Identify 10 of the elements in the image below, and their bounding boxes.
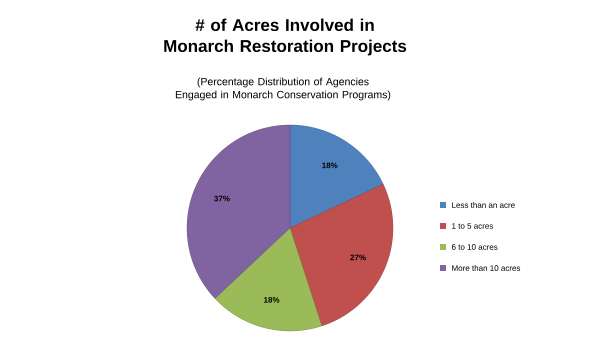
legend-label: 6 to 10 acres <box>452 244 498 250</box>
data-label: 37% <box>214 196 230 202</box>
chart-subtitle: (Percentage Distribution of Agencies Engaged in Monarch Conservation Programs) <box>176 78 390 100</box>
legend-label: 1 to 5 acres <box>452 223 494 229</box>
data-label: 18% <box>264 296 280 303</box>
legend-label: Less than an acre <box>452 202 515 208</box>
chart-title: # of Acres Involved in Monarch Restoration Projects <box>164 18 406 56</box>
data-label: 27% <box>350 254 366 260</box>
data-label: 18% <box>322 162 338 168</box>
legend-label: More than 10 acres <box>452 265 520 271</box>
